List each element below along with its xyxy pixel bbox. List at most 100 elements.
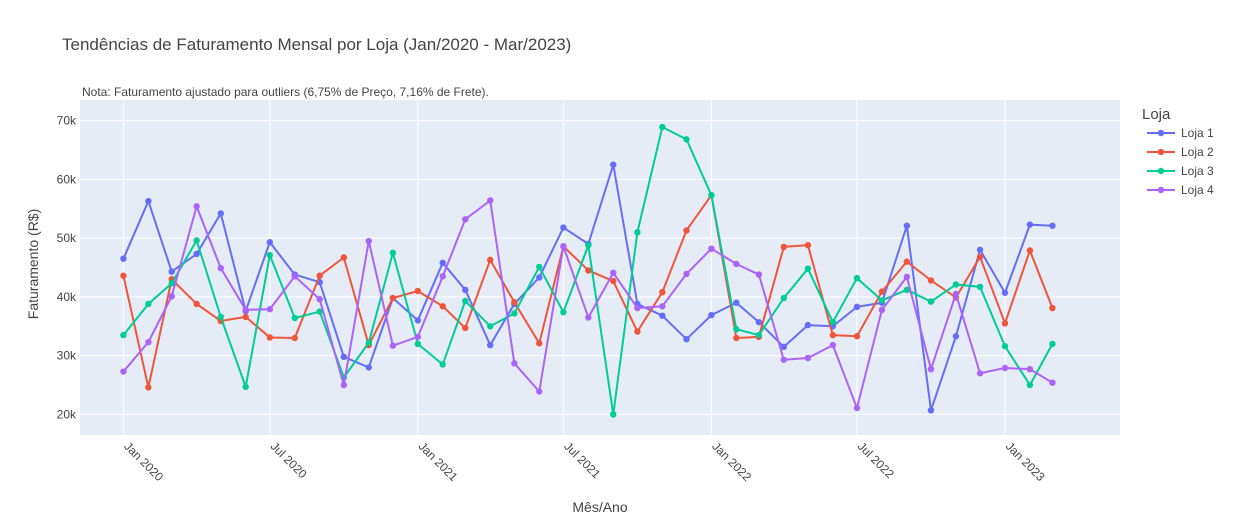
data-point[interactable] xyxy=(659,288,666,296)
data-point[interactable] xyxy=(610,411,617,418)
data-point[interactable] xyxy=(316,296,323,303)
data-point[interactable] xyxy=(511,310,518,317)
legend-item[interactable]: Loja 3 xyxy=(1147,164,1214,178)
data-point[interactable] xyxy=(1001,343,1009,350)
data-point[interactable] xyxy=(708,192,715,199)
data-point[interactable] xyxy=(487,256,494,264)
data-point[interactable] xyxy=(853,274,861,282)
data-point[interactable] xyxy=(733,260,740,268)
data-point[interactable] xyxy=(829,341,837,349)
legend[interactable]: Loja Loja 1 Loja 2 Loja 3 Loja 4 xyxy=(1142,106,1214,197)
data-point[interactable] xyxy=(145,338,152,346)
data-point[interactable] xyxy=(976,283,984,291)
data-point[interactable] xyxy=(903,222,911,229)
data-point[interactable] xyxy=(536,274,543,281)
data-point[interactable] xyxy=(610,277,617,285)
data-point[interactable] xyxy=(1049,222,1056,229)
data-point[interactable] xyxy=(242,383,249,391)
data-point[interactable] xyxy=(439,273,446,280)
data-point[interactable] xyxy=(804,321,812,329)
data-point[interactable] xyxy=(733,334,740,342)
data-point[interactable] xyxy=(976,253,984,261)
data-point[interactable] xyxy=(266,239,274,246)
data-point[interactable] xyxy=(610,269,617,276)
data-point[interactable] xyxy=(952,333,960,340)
data-point[interactable] xyxy=(291,273,298,280)
data-point[interactable] xyxy=(853,404,861,412)
data-point[interactable] xyxy=(878,288,886,295)
data-point[interactable] xyxy=(462,286,469,294)
data-point[interactable] xyxy=(389,294,397,302)
data-point[interactable] xyxy=(755,318,763,326)
data-point[interactable] xyxy=(878,306,886,314)
data-point[interactable] xyxy=(780,356,787,363)
data-point[interactable] xyxy=(414,287,422,295)
data-point[interactable] xyxy=(291,314,298,322)
data-point[interactable] xyxy=(976,370,984,377)
data-point[interactable] xyxy=(217,210,224,217)
data-point[interactable] xyxy=(804,354,812,362)
data-point[interactable] xyxy=(903,258,911,265)
data-point[interactable] xyxy=(683,136,690,143)
data-point[interactable] xyxy=(659,123,666,131)
data-point[interactable] xyxy=(927,365,935,373)
data-point[interactable] xyxy=(511,360,518,367)
data-point[interactable] xyxy=(1026,365,1034,373)
data-point[interactable] xyxy=(853,333,861,340)
data-point[interactable] xyxy=(168,293,175,300)
data-point[interactable] xyxy=(733,326,740,333)
data-point[interactable] xyxy=(585,314,592,321)
data-point[interactable] xyxy=(927,277,935,284)
data-point[interactable] xyxy=(217,264,224,272)
data-point[interactable] xyxy=(683,227,690,234)
data-point[interactable] xyxy=(266,306,274,313)
data-point[interactable] xyxy=(1001,289,1009,296)
data-point[interactable] xyxy=(829,331,837,339)
data-point[interactable] xyxy=(145,197,152,205)
data-point[interactable] xyxy=(193,237,200,244)
data-point[interactable] xyxy=(120,368,127,375)
data-point[interactable] xyxy=(242,306,249,314)
data-point[interactable] xyxy=(340,381,348,389)
data-point[interactable] xyxy=(414,340,422,348)
data-point[interactable] xyxy=(193,250,200,258)
data-point[interactable] xyxy=(708,311,715,319)
data-point[interactable] xyxy=(168,268,175,275)
data-point[interactable] xyxy=(511,298,518,306)
data-point[interactable] xyxy=(634,328,641,335)
series-loja-3[interactable] xyxy=(120,123,1056,418)
data-point[interactable] xyxy=(340,254,348,261)
data-point[interactable] xyxy=(683,336,690,343)
data-point[interactable] xyxy=(804,241,812,249)
data-point[interactable] xyxy=(536,388,543,395)
data-point[interactable] xyxy=(780,243,787,251)
data-point[interactable] xyxy=(536,340,543,347)
data-point[interactable] xyxy=(1049,304,1056,312)
data-point[interactable] xyxy=(316,308,323,315)
data-point[interactable] xyxy=(829,318,837,326)
data-point[interactable] xyxy=(217,313,224,321)
data-point[interactable] xyxy=(365,364,372,371)
data-point[interactable] xyxy=(389,249,397,257)
data-point[interactable] xyxy=(853,303,861,311)
data-point[interactable] xyxy=(634,304,641,312)
data-point[interactable] xyxy=(1026,221,1034,228)
data-point[interactable] xyxy=(365,237,372,245)
data-point[interactable] xyxy=(755,271,763,278)
data-point[interactable] xyxy=(733,299,740,306)
data-point[interactable] xyxy=(389,342,397,349)
data-point[interactable] xyxy=(462,297,469,305)
data-point[interactable] xyxy=(952,290,960,298)
data-point[interactable] xyxy=(439,361,446,368)
data-point[interactable] xyxy=(780,343,787,351)
data-point[interactable] xyxy=(145,300,152,308)
data-point[interactable] xyxy=(659,303,666,310)
data-point[interactable] xyxy=(414,317,422,324)
data-point[interactable] xyxy=(145,384,152,391)
data-point[interactable] xyxy=(1049,379,1056,386)
data-point[interactable] xyxy=(1049,340,1056,348)
data-point[interactable] xyxy=(120,272,127,279)
data-point[interactable] xyxy=(903,273,911,281)
legend-item[interactable]: Loja 2 xyxy=(1147,145,1214,159)
data-point[interactable] xyxy=(878,297,886,304)
